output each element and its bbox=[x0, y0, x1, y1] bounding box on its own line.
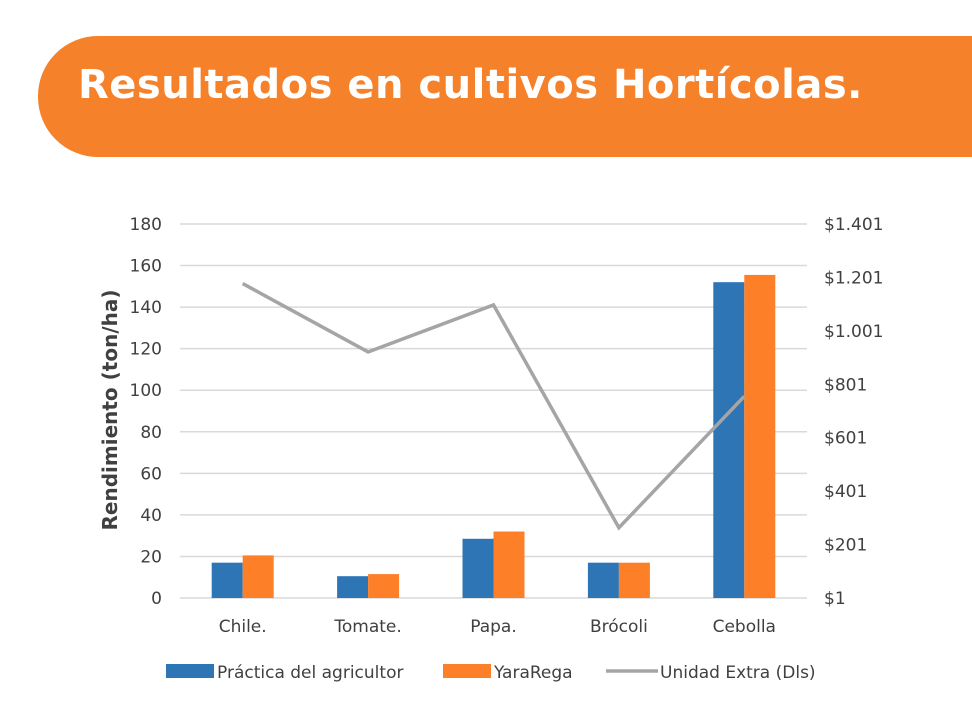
y-tick-label: 140 bbox=[130, 298, 162, 318]
bar-práctica-del-agricultor bbox=[462, 538, 494, 598]
bar-yararega bbox=[242, 555, 274, 598]
bar-yararega bbox=[744, 274, 776, 598]
x-tick-label: Papa. bbox=[470, 617, 517, 637]
line-series bbox=[241, 282, 746, 531]
y2-tick-label: $801 bbox=[824, 375, 867, 395]
y-tick-label: 180 bbox=[130, 215, 162, 235]
bar-yararega bbox=[618, 562, 650, 598]
bar-yararega bbox=[493, 531, 525, 598]
y-tick-label: 40 bbox=[140, 506, 162, 526]
y2-tick-label: $1.201 bbox=[824, 268, 883, 288]
y2-tick-label: $1.401 bbox=[824, 215, 883, 235]
x-tick-label: Tomate. bbox=[333, 617, 401, 637]
y2-tick-label: $601 bbox=[824, 429, 867, 449]
title-banner bbox=[38, 36, 972, 157]
bar-práctica-del-agricultor bbox=[211, 562, 243, 598]
legend-label: Unidad Extra (Dls) bbox=[660, 663, 816, 683]
x-tick-label: Chile. bbox=[219, 617, 267, 637]
y-tick-label: 160 bbox=[130, 257, 162, 277]
legend-swatch bbox=[443, 664, 491, 678]
legend-label: Práctica del agricultor bbox=[217, 663, 403, 683]
legend-swatch bbox=[166, 664, 214, 678]
y-axis-label: Rendimiento (ton/ha) bbox=[98, 290, 122, 531]
y-tick-label: 20 bbox=[140, 547, 162, 567]
bar-yararega bbox=[368, 574, 400, 598]
page-title: Resultados en cultivos Hortícolas. bbox=[78, 62, 863, 108]
bar-práctica-del-agricultor bbox=[587, 562, 619, 598]
bar-práctica-del-agricultor bbox=[713, 282, 745, 598]
y-tick-label: 80 bbox=[140, 423, 162, 443]
y-tick-label: 0 bbox=[151, 589, 162, 609]
x-tick-label: Cebolla bbox=[713, 617, 776, 637]
y2-tick-label: $201 bbox=[824, 536, 867, 556]
y-tick-label: 120 bbox=[130, 340, 162, 360]
x-tick-label: Brócoli bbox=[590, 617, 648, 637]
y2-tick-label: $401 bbox=[824, 482, 867, 502]
y-tick-label: 100 bbox=[130, 381, 162, 401]
legend-label: YaraRega bbox=[493, 663, 573, 683]
bar-práctica-del-agricultor bbox=[337, 576, 369, 598]
y2-tick-label: $1 bbox=[824, 589, 846, 609]
y2-tick-label: $1.001 bbox=[824, 322, 883, 342]
y-tick-label: 60 bbox=[140, 464, 162, 484]
